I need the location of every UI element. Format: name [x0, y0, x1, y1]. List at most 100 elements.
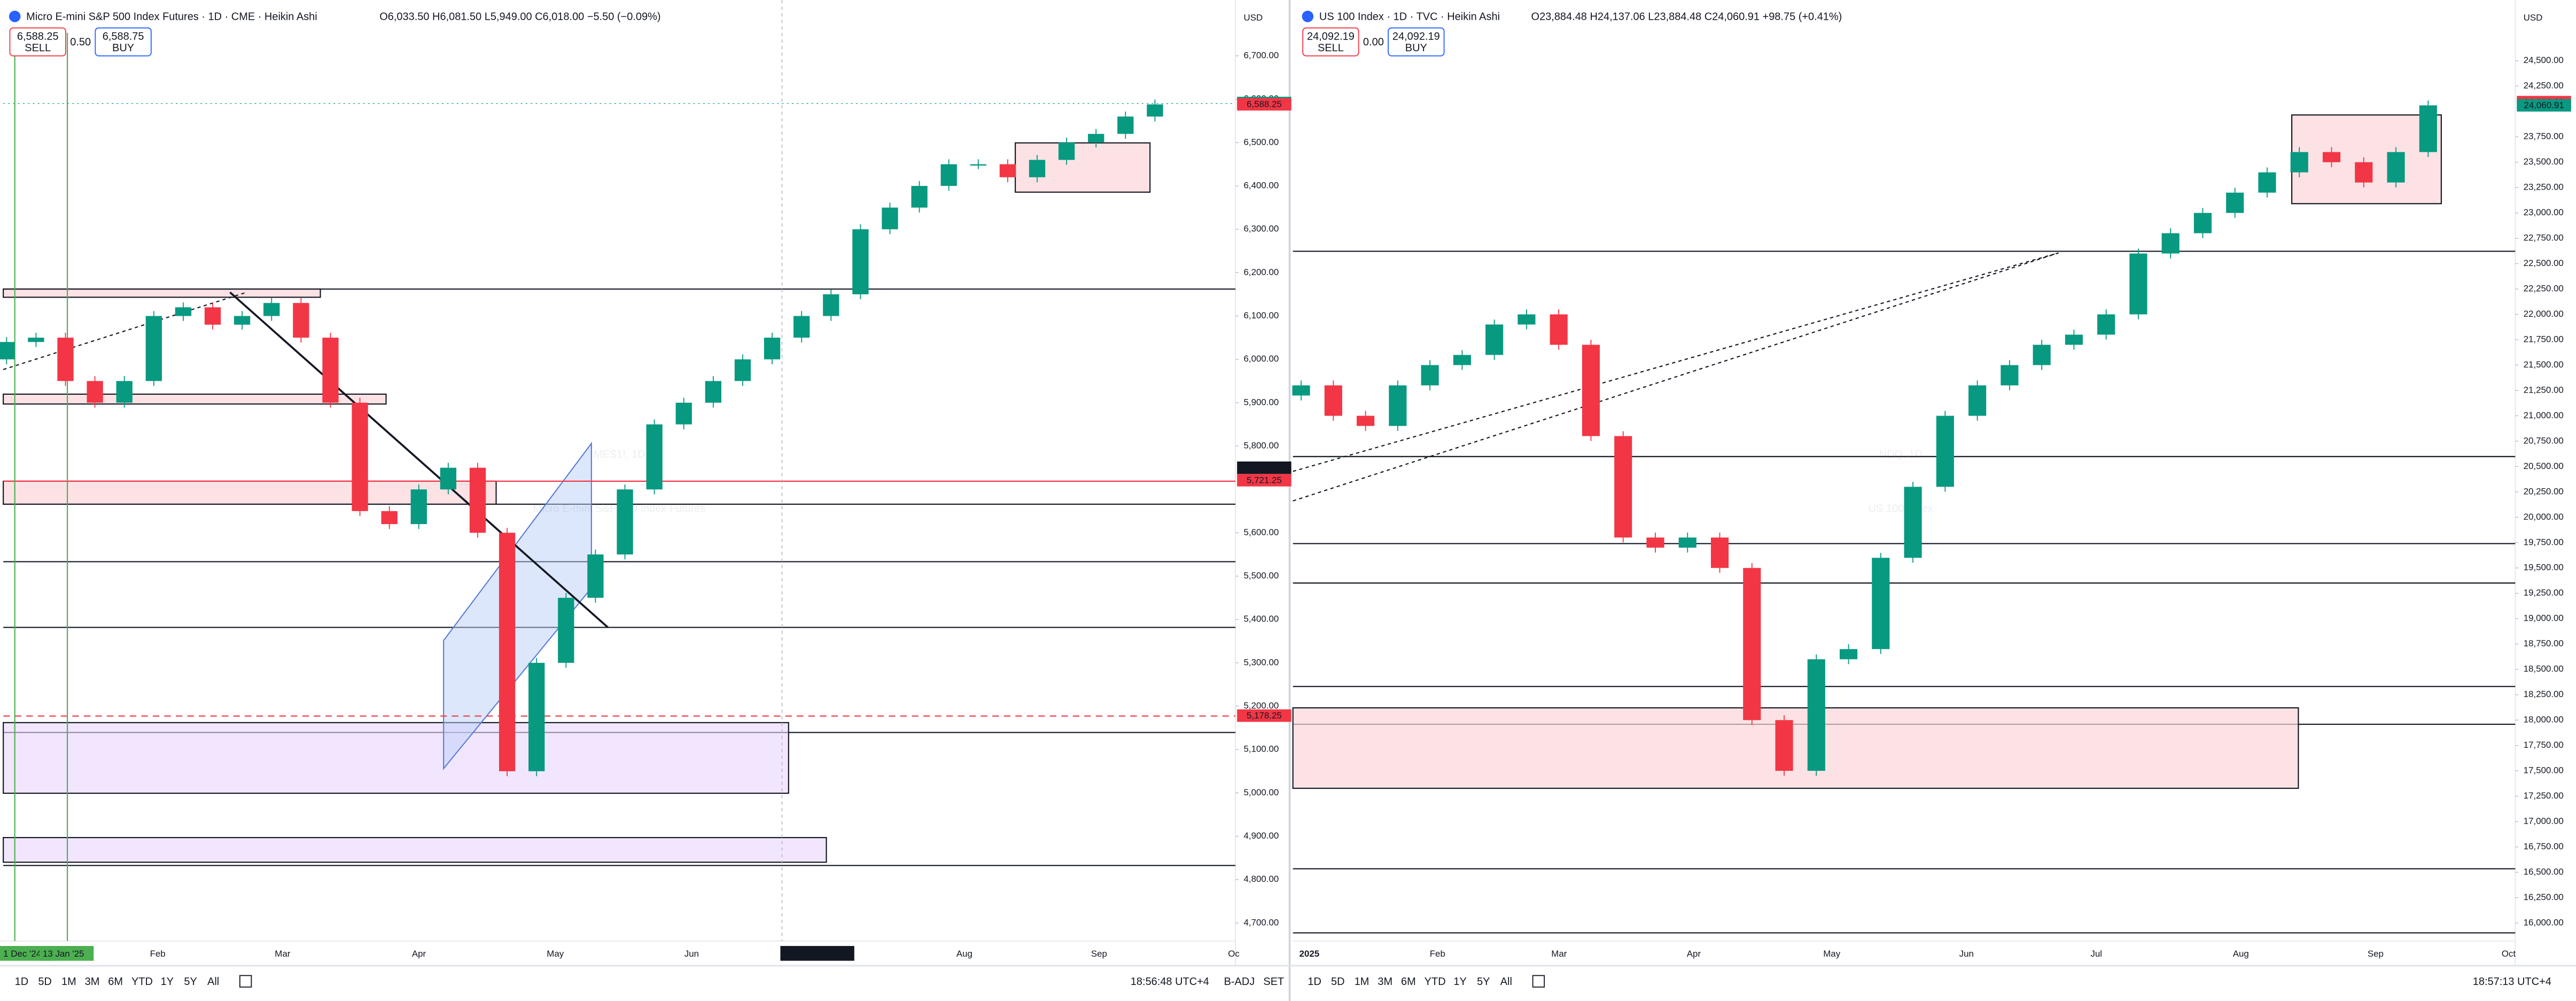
candle-body: [1743, 568, 1761, 721]
spread: 0.50: [70, 36, 91, 48]
price-label-bg: [2517, 99, 2571, 112]
y-tick-label: 23,250.00: [2524, 182, 2564, 192]
y-tick-label: 21,000.00: [2524, 410, 2564, 420]
candle-body: [911, 186, 928, 208]
y-tick-label: 5,300.00: [1243, 657, 1279, 667]
candle-body: [1968, 385, 1987, 416]
range-button[interactable]: 5D: [1331, 976, 1345, 988]
candle-body: [28, 338, 44, 342]
sell-label: SELL: [1318, 42, 1344, 54]
candle-body: [1872, 558, 1890, 650]
candle-body: [1058, 142, 1075, 160]
range-button[interactable]: YTD: [131, 976, 153, 988]
y-tick-label: 24,500.00: [2524, 55, 2564, 65]
x-tick-label: Oct: [2502, 949, 2516, 959]
candle-body: [528, 662, 545, 771]
candle-body: [1807, 659, 1825, 771]
x-tick-label: Aug: [2233, 949, 2249, 959]
y-tick-label: 21,250.00: [2524, 385, 2564, 395]
chart-title: US 100 Index · 1D · TVC · Heikin Ashi: [1319, 11, 1500, 23]
watermark: NDQ, 1D: [1879, 449, 1923, 460]
range-button[interactable]: 1D: [15, 976, 29, 988]
range-button[interactable]: 5Y: [184, 976, 197, 988]
y-tick-label: 6,100.00: [1243, 310, 1279, 320]
x-tick-label: Feb: [1430, 949, 1445, 959]
y-tick-label: 18,750.00: [2524, 638, 2564, 648]
candle-body: [1936, 416, 1954, 487]
ohlc-values: O6,033.50 H6,081.50 L5,949.00 C6,018.00 …: [379, 11, 660, 23]
y-tick-label: 23,500.00: [2524, 157, 2564, 167]
zone-box: [3, 288, 321, 298]
buy-price: 24,092.19: [1392, 30, 1440, 42]
sell-button[interactable]: [9, 27, 66, 57]
toolbar-button[interactable]: B-ADJ: [1224, 976, 1255, 988]
candle-body: [587, 554, 604, 598]
x-tick-label: May: [1823, 949, 1840, 959]
trend-line: [3, 292, 247, 370]
compare-icon: [239, 975, 252, 988]
channel: [443, 441, 592, 770]
candle-body: [823, 294, 839, 316]
buy-button[interactable]: [95, 27, 152, 57]
candle-body: [2258, 172, 2276, 193]
currency: USD: [1243, 12, 1263, 22]
candle-body: [1839, 649, 1858, 660]
y-tick-label: 20,000.00: [2524, 512, 2564, 522]
range-button[interactable]: 1M: [1355, 976, 1369, 988]
range-button[interactable]: All: [1500, 976, 1512, 988]
candle-body: [1117, 116, 1134, 134]
x-tick-label: Mar: [275, 949, 290, 959]
candle-body: [499, 533, 516, 771]
range-button[interactable]: 5D: [38, 976, 52, 988]
range-button[interactable]: 1M: [61, 976, 76, 988]
candle-body: [1710, 537, 1729, 568]
range-button[interactable]: YTD: [1425, 976, 1446, 988]
candle-body: [1517, 314, 1536, 325]
data-layer: Micro E-mini S&P 500 Index Futures · 1D …: [0, 10, 2571, 988]
candle-body: [1775, 720, 1793, 771]
candle-body: [1357, 416, 1375, 426]
range-button[interactable]: All: [207, 976, 219, 988]
range-button[interactable]: 6M: [1401, 976, 1416, 988]
toolbar-button[interactable]: SET: [1263, 976, 1284, 988]
candle-body: [2322, 152, 2341, 162]
candle-body: [2226, 192, 2244, 213]
y-tick-label: 23,000.00: [2524, 207, 2564, 217]
range-button[interactable]: 3M: [85, 976, 100, 988]
range-button[interactable]: 3M: [1378, 976, 1392, 988]
range-button[interactable]: 5Y: [1477, 976, 1490, 988]
candle-body: [293, 303, 309, 338]
clock: 18:57:13 UTC+4: [2473, 976, 2551, 988]
candle-body: [116, 381, 133, 403]
chart-title: Micro E-mini S&P 500 Index Futures · 1D …: [26, 11, 317, 23]
candle-body: [940, 164, 957, 186]
candle-body: [410, 489, 427, 525]
y-tick-label: 24,250.00: [2524, 81, 2564, 91]
spread: 0.00: [1363, 36, 1384, 48]
candle-body: [204, 307, 221, 325]
range-button[interactable]: 1Y: [1453, 976, 1466, 988]
y-tick-label: 17,750.00: [2524, 740, 2564, 750]
y-tick-label: 6,000.00: [1243, 354, 1279, 364]
x-tick-label: 13 Jan '25: [43, 949, 84, 959]
candle-body: [852, 229, 869, 294]
y-tick-label: 6,400.00: [1243, 181, 1279, 191]
range-button[interactable]: 1Y: [161, 976, 174, 988]
candle-body: [1485, 324, 1504, 355]
candle-body: [734, 359, 751, 381]
x-tick-label: Apr: [1687, 949, 1701, 959]
x-tick-label: Feb: [150, 949, 166, 959]
drawings-left: [3, 0, 1236, 941]
candle-body: [2193, 213, 2212, 233]
sell-button[interactable]: [1302, 27, 1359, 57]
y-tick-label: 6,300.00: [1243, 224, 1279, 234]
range-button[interactable]: 6M: [108, 976, 123, 988]
compare-icon: [1532, 975, 1545, 988]
zone-box: [2291, 114, 2442, 205]
range-button[interactable]: 1D: [1308, 976, 1321, 988]
buy-label: BUY: [112, 42, 134, 54]
candle-body: [440, 467, 457, 490]
buy-button[interactable]: [1388, 27, 1445, 57]
candle-body: [646, 424, 663, 490]
